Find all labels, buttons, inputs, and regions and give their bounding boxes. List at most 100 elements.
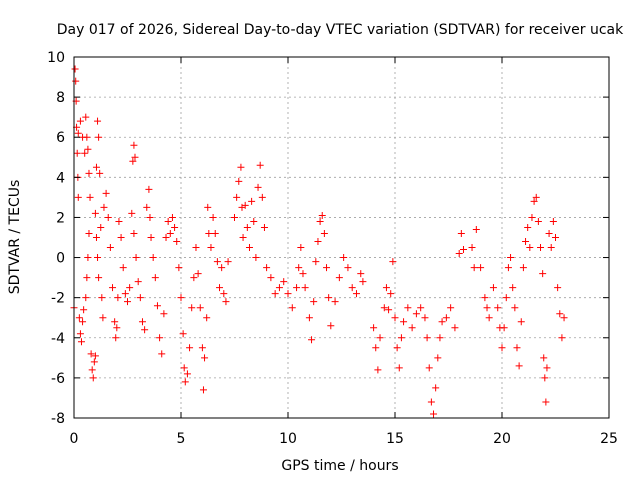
data-point (190, 274, 198, 282)
data-point (526, 244, 534, 252)
data-point (552, 234, 559, 241)
data-point (95, 274, 103, 282)
data-point (532, 193, 540, 201)
data-point (385, 306, 393, 314)
y-tick-label: -8 (51, 411, 65, 427)
data-point (489, 284, 497, 292)
data-point (308, 336, 316, 344)
data-point (468, 244, 476, 252)
data-point (198, 344, 206, 352)
data-point (207, 244, 215, 252)
data-point (89, 374, 97, 382)
data-point (481, 294, 489, 302)
data-point (204, 203, 212, 211)
data-point (233, 193, 241, 201)
data-point (126, 284, 134, 292)
data-point (312, 258, 320, 266)
data-point (231, 213, 238, 221)
data-point (541, 374, 549, 382)
data-point (540, 354, 548, 362)
x-tick-label: 10 (279, 431, 297, 447)
data-point (216, 284, 224, 292)
data-point (183, 370, 191, 378)
data-point (554, 284, 562, 292)
data-point (109, 284, 117, 292)
data-point (380, 304, 388, 312)
data-point (318, 211, 326, 219)
data-point (522, 238, 530, 246)
data-point (340, 254, 348, 262)
data-point (94, 254, 102, 262)
data-point (76, 117, 84, 125)
data-point (421, 314, 429, 322)
data-point (284, 290, 292, 298)
data-point (74, 193, 82, 201)
data-point (90, 358, 98, 366)
data-point (83, 133, 91, 141)
data-point (558, 334, 566, 342)
data-point (542, 398, 550, 406)
data-point (73, 149, 81, 157)
data-point (111, 318, 119, 326)
data-point (389, 258, 397, 266)
data-point (95, 133, 103, 141)
data-point (91, 209, 99, 217)
data-point (201, 354, 209, 362)
data-point (314, 238, 322, 246)
data-point (344, 264, 352, 272)
grid (74, 57, 609, 418)
data-point (166, 229, 174, 237)
data-point (92, 163, 100, 171)
data-point (258, 193, 266, 201)
data-point (427, 398, 435, 406)
y-tick-label: 0 (56, 251, 65, 267)
data-point (114, 294, 122, 302)
data-point (79, 318, 87, 326)
data-point (82, 294, 90, 302)
data-point (500, 324, 508, 332)
data-point (472, 225, 480, 233)
data-point (374, 366, 382, 374)
data-point (275, 284, 283, 292)
data-point (509, 284, 517, 292)
data-point (113, 324, 121, 332)
data-point (423, 334, 431, 342)
data-point (256, 161, 264, 169)
y-tick-label: -2 (51, 291, 65, 307)
data-point (72, 77, 80, 85)
data-point (539, 270, 547, 278)
data-point (498, 344, 506, 352)
data-point (186, 344, 194, 352)
data-point (124, 298, 131, 306)
data-point (408, 324, 416, 332)
data-point (438, 318, 446, 326)
data-point (299, 270, 307, 278)
data-point (203, 314, 211, 322)
data-point (494, 304, 502, 312)
data-point (147, 234, 155, 241)
data-point (168, 213, 176, 221)
data-point (80, 306, 88, 314)
data-point (106, 244, 114, 252)
data-point (417, 304, 425, 312)
data-point (327, 322, 335, 330)
data-point (92, 234, 100, 241)
data-point (297, 244, 305, 252)
data-point (442, 314, 450, 322)
data-point (99, 314, 107, 322)
data-point (241, 201, 249, 209)
data-point (451, 324, 459, 332)
data-point (98, 294, 106, 302)
data-point (560, 314, 568, 322)
data-point (102, 189, 110, 197)
data-point (425, 364, 433, 372)
data-point (85, 229, 93, 237)
data-point (128, 209, 136, 217)
x-tick-label: 5 (177, 431, 186, 447)
data-point (83, 274, 91, 282)
data-point (146, 213, 154, 221)
data-point (77, 338, 85, 346)
data-point (412, 310, 420, 318)
data-point (325, 294, 333, 302)
